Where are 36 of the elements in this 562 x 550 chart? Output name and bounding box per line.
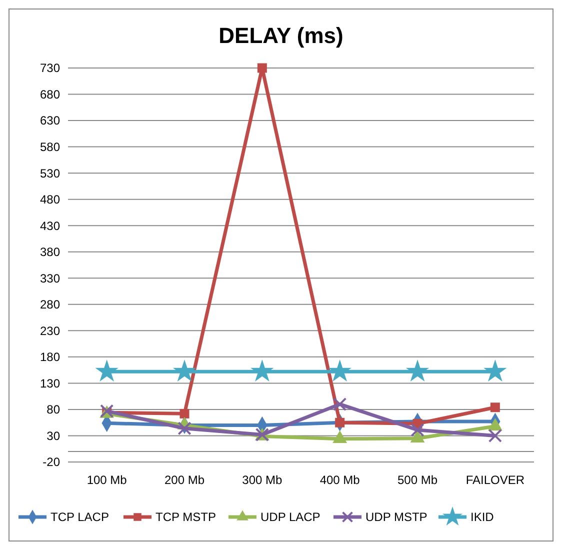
legend-label: TCP LACP: [50, 510, 109, 524]
x-tick-label: 400 Mb: [320, 473, 360, 487]
y-tick-label: 680: [40, 87, 60, 102]
y-tick-label: 280: [40, 298, 60, 312]
y-tick-label: 330: [40, 271, 60, 286]
y-tick-label: 380: [40, 245, 60, 260]
point: [178, 422, 192, 436]
x-tick-label: FAILOVER: [466, 473, 525, 487]
x-tick-label: 500 Mb: [397, 473, 438, 487]
legend-label: IKID: [470, 510, 494, 524]
point: [257, 63, 267, 73]
point: [333, 397, 347, 412]
y-tick-label: 580: [40, 140, 60, 154]
y-tick-label: 480: [40, 192, 60, 207]
y-tick-label: 430: [40, 218, 60, 233]
y-tick-label: 630: [40, 114, 60, 128]
legend-label: TCP MSTP: [156, 510, 216, 524]
y-tick-label: 530: [40, 166, 60, 180]
legend-label: UDP MSTP: [366, 510, 428, 524]
y-tick-label: 230: [40, 324, 60, 338]
x-tick-label: 100 Mb: [86, 473, 128, 487]
x-tick-label: 300 Mb: [242, 473, 283, 487]
y-tick-label: 730: [40, 61, 60, 76]
legend-label: UDP LACP: [260, 510, 320, 524]
x-tick-label: 200 Mb: [164, 473, 205, 487]
point: [488, 428, 502, 443]
y-tick-label: 30: [46, 428, 60, 443]
y-tick-label: 80: [46, 402, 60, 417]
y-tick-label: 130: [40, 376, 60, 390]
point: [410, 423, 424, 437]
point: [335, 418, 345, 428]
y-tick-label: 180: [40, 350, 60, 364]
point: [490, 402, 500, 412]
chart-title: DELAY (ms): [218, 23, 344, 48]
y-tick-label: -20: [42, 455, 60, 470]
point: [180, 408, 190, 418]
